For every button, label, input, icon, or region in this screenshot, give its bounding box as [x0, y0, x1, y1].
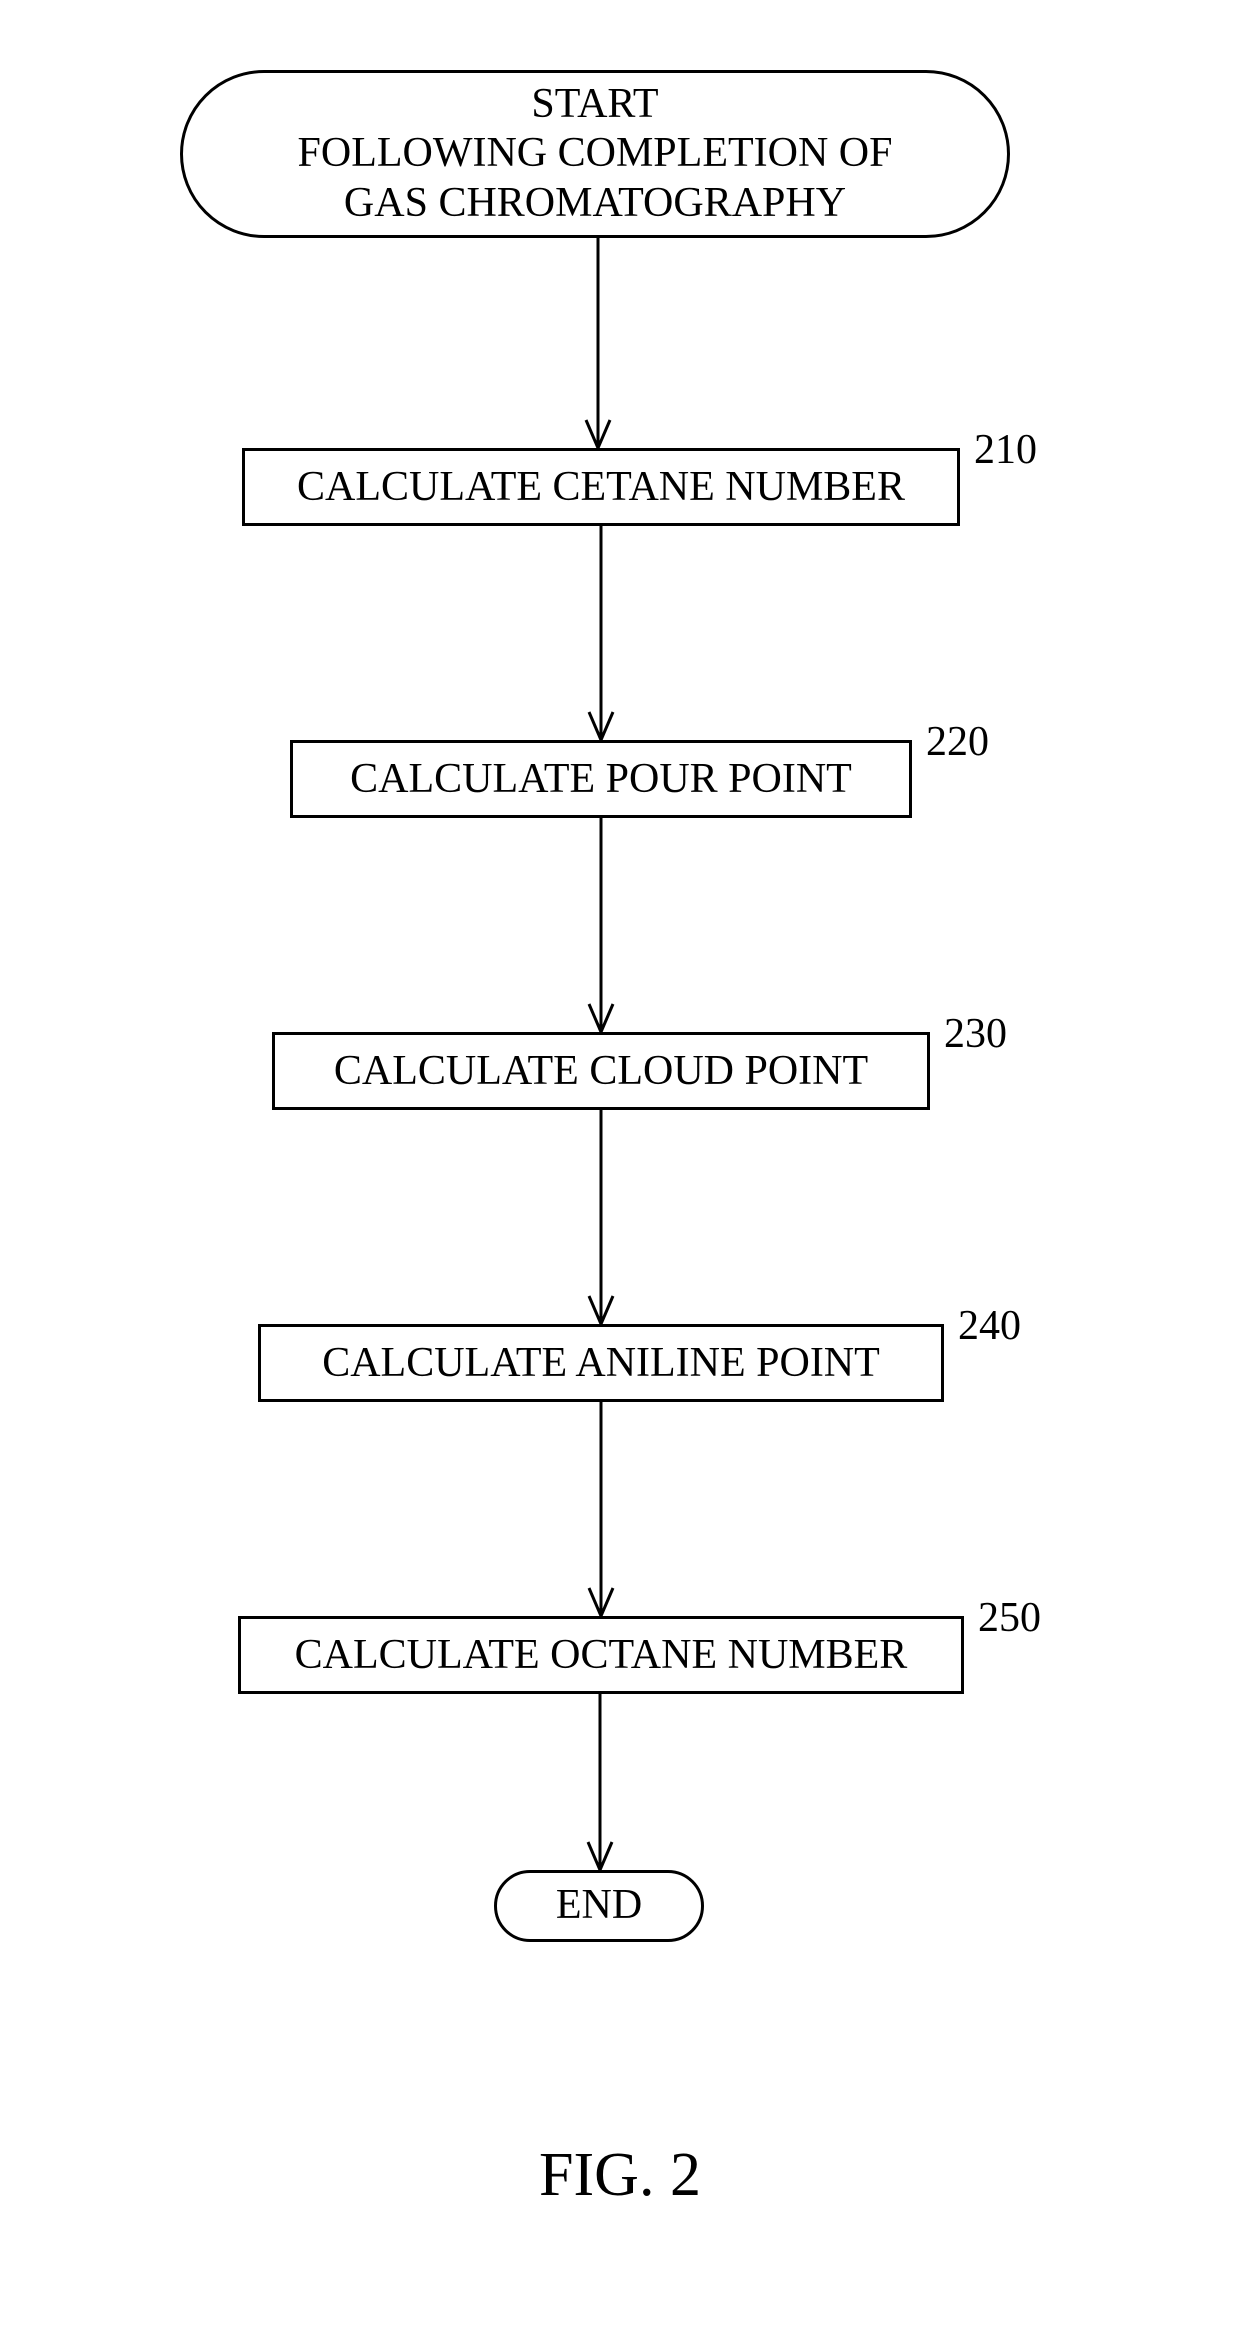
terminator-line: GAS CHROMATOGRAPHY — [344, 179, 846, 229]
ref-210: 210 — [974, 426, 1037, 474]
process-240: CALCULATE ANILINE POINT — [258, 1324, 944, 1402]
process-label: CALCULATE ANILINE POINT — [322, 1339, 880, 1387]
ref-250: 250 — [978, 1594, 1041, 1642]
process-label: CALCULATE CLOUD POINT — [334, 1047, 868, 1095]
process-label: CALCULATE CETANE NUMBER — [297, 463, 905, 511]
ref-220: 220 — [926, 718, 989, 766]
ref-230: 230 — [944, 1010, 1007, 1058]
arrow-n220-n230 — [572, 818, 630, 1032]
terminator-line: END — [556, 1881, 642, 1931]
arrow-n250-end — [571, 1694, 629, 1870]
arrow-start-n210 — [569, 238, 627, 448]
process-250: CALCULATE OCTANE NUMBER — [238, 1616, 964, 1694]
start-terminator: STARTFOLLOWING COMPLETION OFGAS CHROMATO… — [180, 70, 1010, 238]
ref-240: 240 — [958, 1302, 1021, 1350]
process-210: CALCULATE CETANE NUMBER — [242, 448, 960, 526]
figure-label: FIG. 2 — [0, 2140, 1240, 2211]
arrow-n240-n250 — [572, 1402, 630, 1616]
process-label: CALCULATE OCTANE NUMBER — [295, 1631, 908, 1679]
process-220: CALCULATE POUR POINT — [290, 740, 912, 818]
process-label: CALCULATE POUR POINT — [350, 755, 852, 803]
process-230: CALCULATE CLOUD POINT — [272, 1032, 930, 1110]
terminator-line: START — [531, 80, 658, 130]
flowchart-canvas: STARTFOLLOWING COMPLETION OFGAS CHROMATO… — [0, 0, 1240, 2340]
arrow-n230-n240 — [572, 1110, 630, 1324]
arrow-n210-n220 — [572, 526, 630, 740]
end-terminator: END — [494, 1870, 704, 1942]
terminator-line: FOLLOWING COMPLETION OF — [298, 129, 893, 179]
